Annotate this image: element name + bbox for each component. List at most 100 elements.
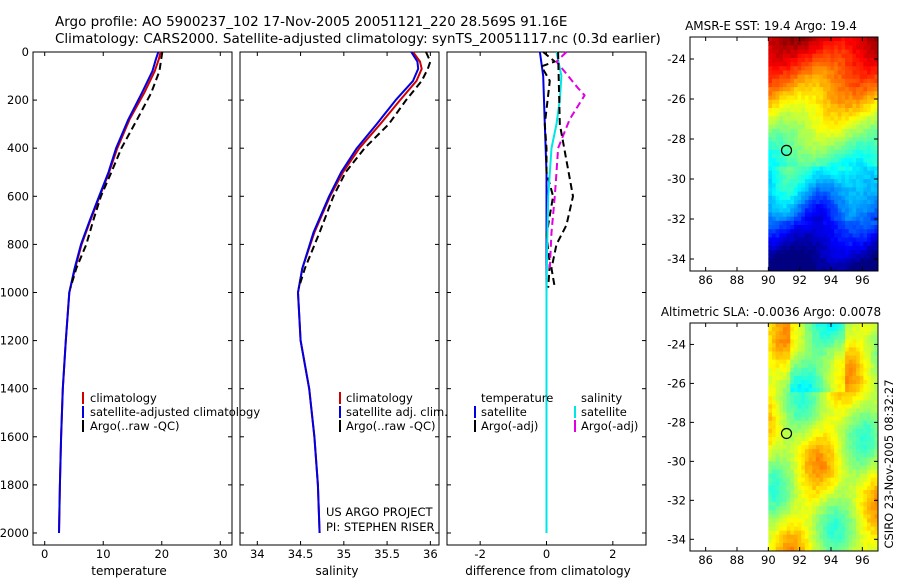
heatmap-cell — [859, 412, 864, 418]
heatmap-cell — [779, 87, 784, 92]
heatmap-cell — [845, 412, 850, 418]
heatmap-cell — [856, 465, 861, 471]
heatmap-cell — [804, 229, 810, 234]
heatmap-cell — [859, 510, 864, 515]
heatmap-cell — [808, 339, 813, 344]
heatmap-cell — [808, 229, 813, 234]
heatmap-cell — [797, 396, 802, 401]
heatmap-cell — [852, 392, 857, 397]
heatmap-cell — [856, 371, 861, 377]
heatmap-cell — [863, 343, 868, 348]
x-tick-label: 35 — [337, 547, 352, 561]
heatmap-cell — [867, 66, 872, 71]
heatmap-cell — [830, 380, 835, 385]
heatmap-cell — [830, 74, 835, 80]
heatmap-cell — [848, 457, 853, 462]
heatmap-cell — [852, 449, 857, 454]
heatmap-cell — [845, 229, 850, 234]
heatmap-cell — [845, 428, 850, 434]
heatmap-cell — [826, 489, 831, 495]
sst-map: 86 88 90 92 94 96-24-26-28-30-32-34 — [667, 36, 879, 287]
heatmap-cell — [819, 212, 824, 218]
heatmap-cell — [775, 384, 780, 389]
heatmap-cell — [834, 449, 839, 454]
heatmap-cell — [856, 323, 861, 328]
heatmap-cell — [874, 124, 879, 130]
heatmap-cell — [782, 335, 788, 340]
heatmap-cell — [852, 154, 857, 159]
heatmap-cell — [841, 208, 846, 213]
heatmap-cell — [801, 534, 806, 540]
heatmap-cell — [870, 331, 875, 336]
heatmap-cell — [771, 99, 777, 105]
heatmap-cell — [874, 53, 879, 59]
heatmap-cell — [859, 225, 864, 230]
heatmap-cell — [786, 91, 791, 96]
heatmap-cell — [819, 187, 824, 193]
heatmap-cell — [859, 237, 864, 243]
heatmap-cell — [837, 432, 842, 438]
heatmap-cell — [793, 66, 799, 71]
heatmap-cell — [775, 502, 780, 507]
heatmap-cell — [867, 37, 872, 42]
heatmap-cell — [790, 216, 795, 222]
heatmap-cell — [823, 530, 828, 536]
heatmap-cell — [768, 343, 773, 348]
heatmap-cell — [775, 120, 780, 126]
heatmap-cell — [804, 179, 810, 184]
heatmap-cell — [801, 481, 806, 487]
heatmap-cell — [779, 99, 784, 105]
heatmap-cell — [812, 327, 817, 332]
heatmap-cell — [856, 449, 861, 454]
heatmap-cell — [790, 254, 795, 259]
heatmap-cell — [859, 137, 864, 142]
heatmap-cell — [808, 266, 813, 272]
heatmap-cell — [801, 420, 806, 426]
heatmap-cell — [841, 367, 846, 373]
heatmap-cell — [779, 428, 784, 434]
heatmap-cell — [786, 424, 791, 430]
heatmap-cell — [771, 461, 777, 466]
heatmap-cell — [867, 229, 872, 234]
heatmap-cell — [790, 170, 795, 176]
heatmap-cell — [808, 408, 813, 414]
heatmap-cell — [845, 162, 850, 168]
heatmap-cell — [863, 380, 868, 385]
heatmap-cell — [819, 91, 824, 96]
heatmap-cell — [804, 489, 810, 495]
heatmap-cell — [793, 477, 799, 483]
heatmap-cell — [859, 518, 864, 523]
map-x-tick-label: 92 — [792, 273, 807, 287]
heatmap-cell — [779, 449, 784, 454]
heatmap-cell — [823, 371, 828, 377]
heatmap-cell — [863, 216, 868, 222]
heatmap-cell — [856, 103, 861, 109]
heatmap-cell — [870, 229, 875, 234]
heatmap-cell — [812, 469, 817, 475]
map-y-tick-label: -30 — [667, 454, 686, 468]
heatmap-cell — [797, 327, 802, 332]
heatmap-cell — [771, 258, 777, 264]
heatmap-cell — [808, 220, 813, 226]
heatmap-cell — [874, 371, 879, 377]
heatmap-cell — [771, 441, 777, 446]
y-tick-label: 600 — [7, 189, 29, 203]
heatmap-cell — [826, 502, 831, 507]
heatmap-cell — [797, 49, 802, 55]
heatmap-cell — [801, 162, 806, 168]
heatmap-cell — [771, 526, 777, 532]
heatmap-cell — [804, 133, 810, 138]
heatmap-cell — [874, 237, 879, 243]
heatmap-cell — [856, 78, 861, 84]
heatmap-cell — [775, 428, 780, 434]
heatmap-cell — [874, 133, 879, 138]
heatmap-cell — [856, 141, 861, 147]
heatmap-cell — [867, 432, 872, 438]
map-y-tick-label: -34 — [667, 252, 686, 266]
heatmap-cell — [870, 542, 875, 548]
heatmap-cell — [775, 355, 780, 361]
heatmap-cell — [793, 392, 799, 397]
heatmap-cell — [790, 78, 795, 84]
heatmap-cell — [793, 363, 799, 369]
heatmap-cell — [797, 158, 802, 163]
